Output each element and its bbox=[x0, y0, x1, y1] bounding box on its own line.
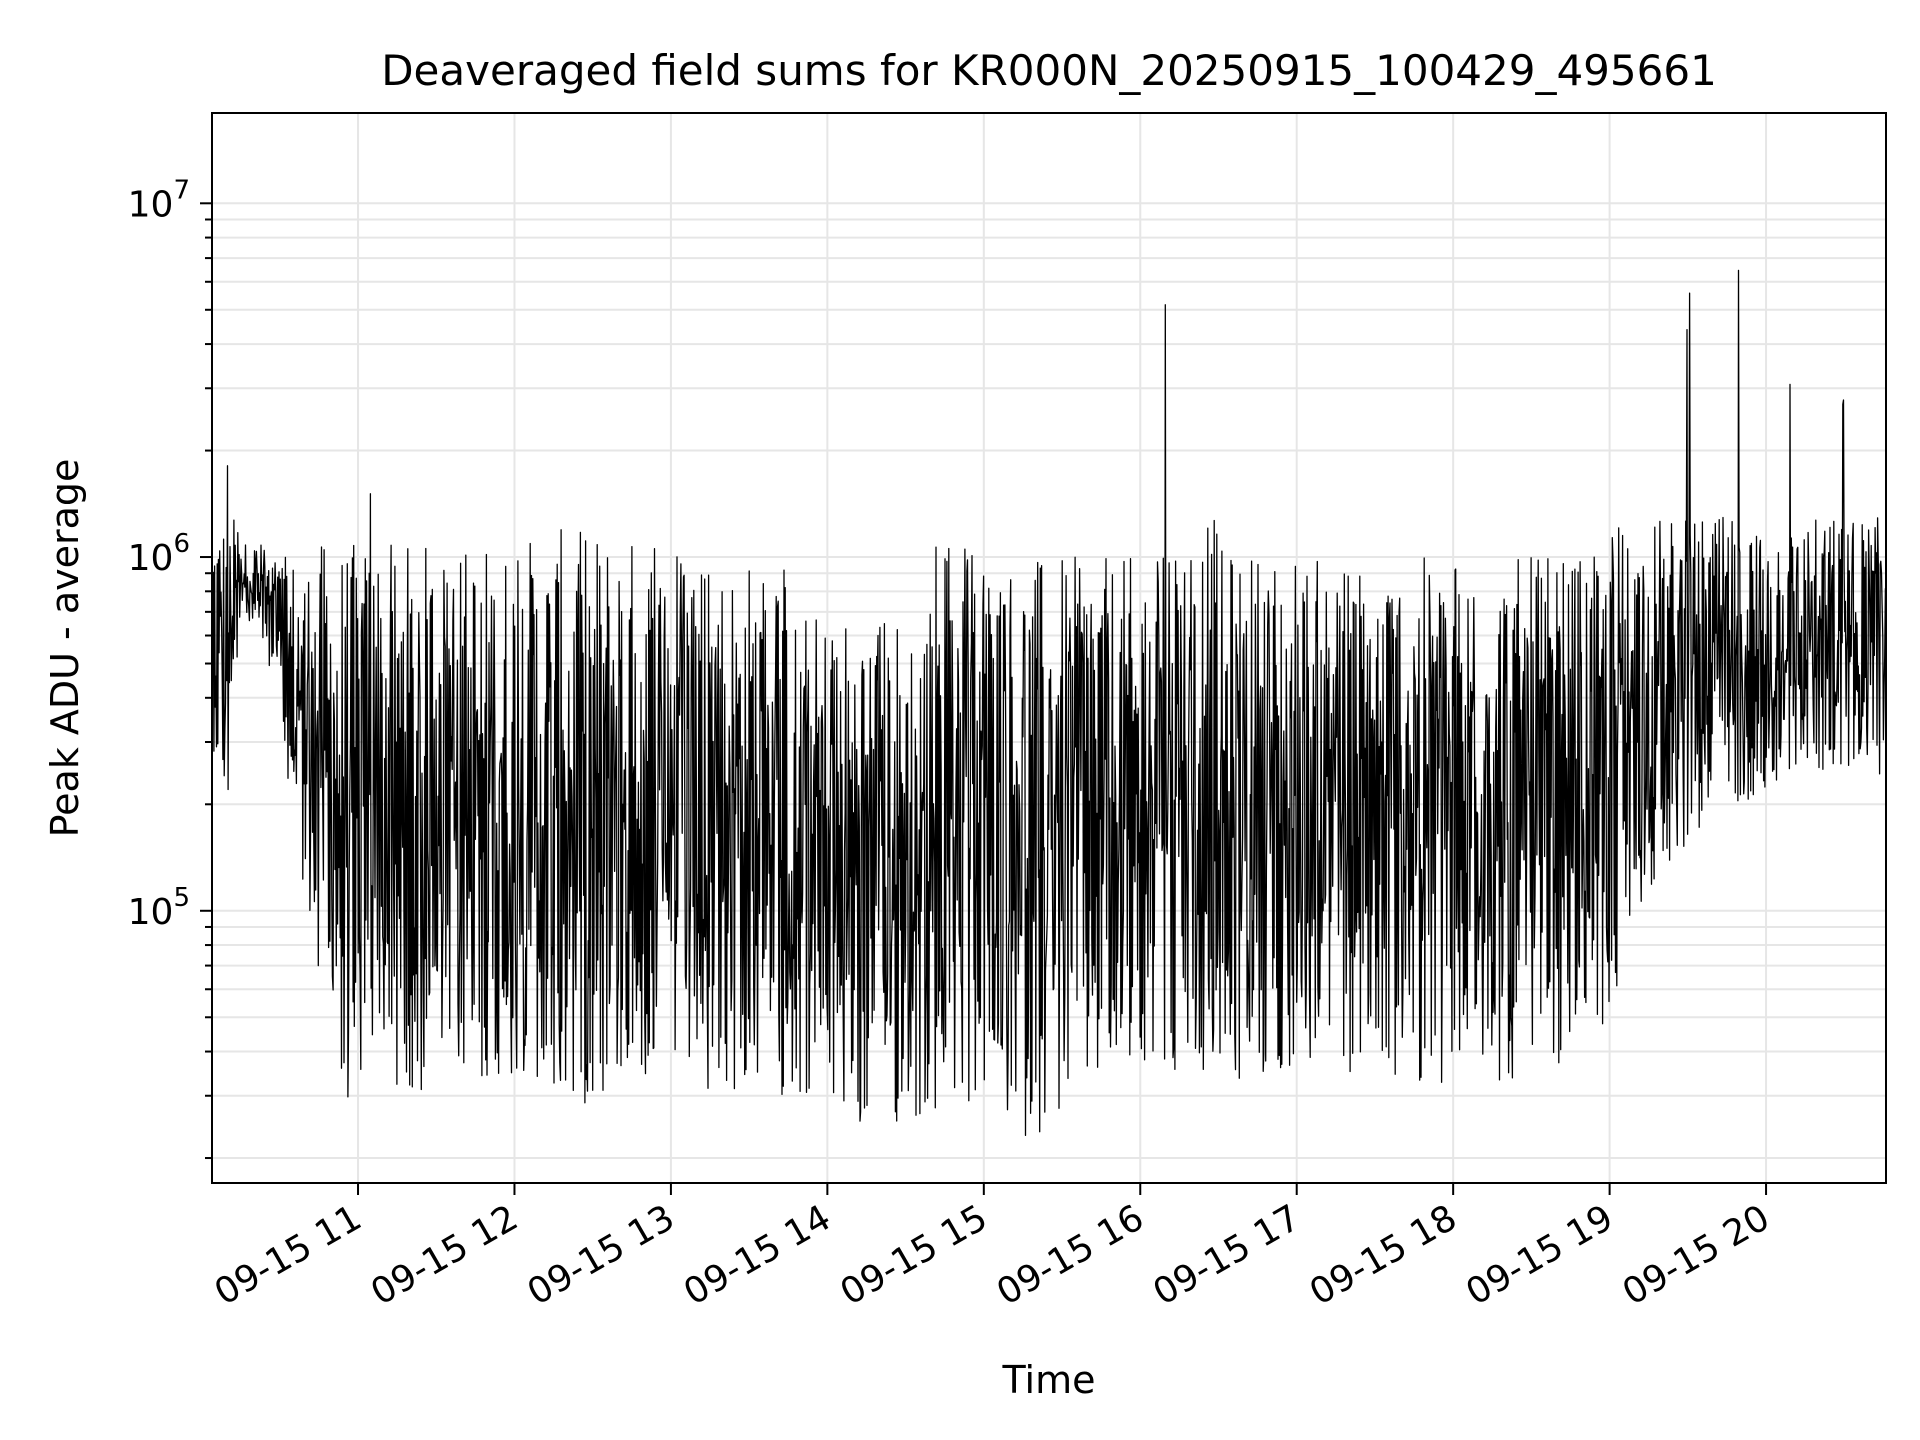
series-line bbox=[211, 269, 1887, 1137]
y-axis-label: Peak ADU - average bbox=[43, 459, 87, 838]
x-axis-label: Time bbox=[1002, 1358, 1096, 1402]
series-layer bbox=[211, 269, 1887, 1137]
y-tick-label: 107 bbox=[128, 175, 190, 225]
chart-title: Deaveraged field sums for KR000N_2025091… bbox=[381, 46, 1717, 95]
y-tick-base: 10 bbox=[128, 538, 174, 579]
y-tick-base: 10 bbox=[128, 184, 174, 225]
y-tick-exponent: 7 bbox=[173, 175, 190, 205]
y-tick-label: 105 bbox=[128, 883, 190, 933]
y-tick-exponent: 5 bbox=[173, 883, 190, 913]
y-tick-base: 10 bbox=[128, 892, 174, 933]
y-tick-label: 106 bbox=[128, 529, 190, 579]
plot-frame bbox=[211, 112, 1887, 1184]
y-tick-exponent: 6 bbox=[173, 529, 190, 559]
